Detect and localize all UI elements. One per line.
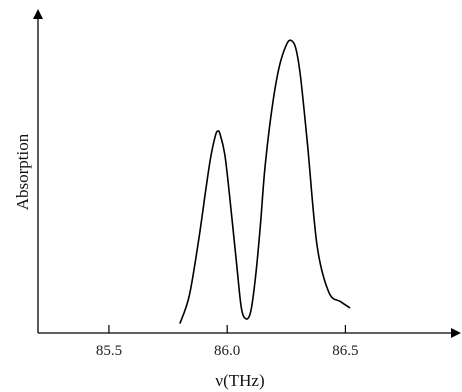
x-ticks: 85.5 86.0 86.5 — [96, 325, 359, 359]
x-tick-label: 86.5 — [332, 343, 358, 359]
series-layer — [179, 39, 351, 324]
x-axis-label: ν(THz) — [215, 371, 264, 390]
absorption-curve — [179, 39, 351, 324]
y-axis-label: Absorption — [13, 133, 32, 210]
x-tick-label: 86.0 — [214, 343, 240, 359]
x-tick-label: 85.5 — [96, 343, 122, 359]
